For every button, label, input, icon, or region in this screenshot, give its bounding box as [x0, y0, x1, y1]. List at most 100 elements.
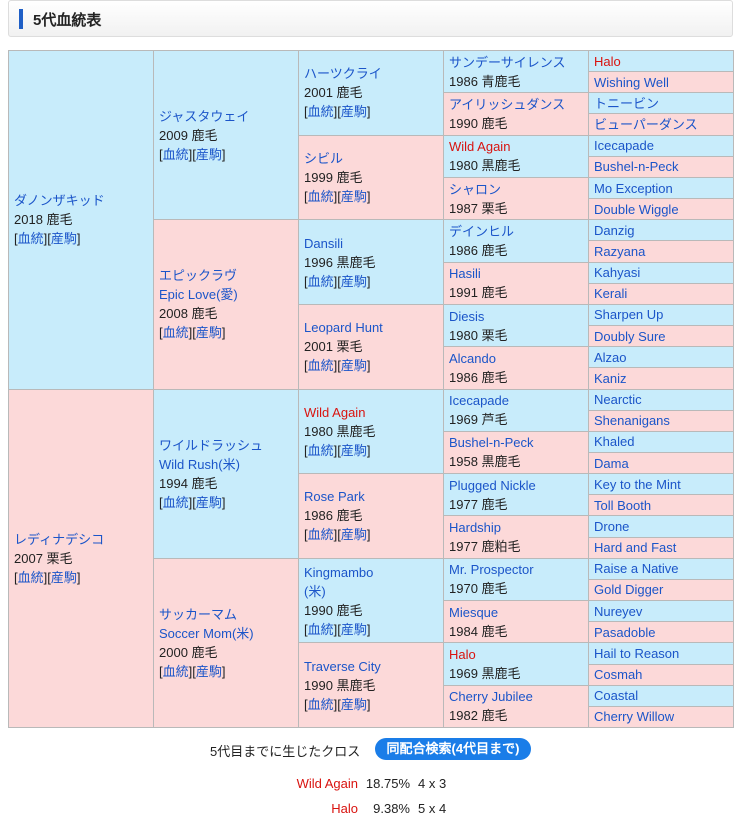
horse-name[interactable]: トニービン: [594, 95, 660, 111]
link[interactable]: 産駒: [195, 146, 222, 162]
horse-name[interactable]: Wild Again: [449, 139, 511, 155]
horse-name[interactable]: ワイルドラッシュ: [159, 437, 264, 453]
horse-name[interactable]: Gold Digger: [594, 582, 664, 598]
link[interactable]: 血統: [307, 621, 334, 637]
horse-name[interactable]: Key to the Mint: [594, 476, 681, 492]
horse-name[interactable]: Drone: [594, 519, 630, 535]
horse-name[interactable]: Doubly Sure: [594, 328, 666, 344]
link[interactable]: 産駒: [340, 104, 367, 120]
horse-name[interactable]: Cherry Willow: [594, 709, 675, 725]
horse-name-en[interactable]: Soccer Mom(米): [159, 625, 254, 641]
link[interactable]: 血統: [162, 494, 189, 510]
cross-name[interactable]: Wild Again: [296, 776, 358, 791]
link[interactable]: 血統: [162, 146, 189, 162]
link[interactable]: 産駒: [340, 527, 367, 543]
horse-name[interactable]: Kingmambo: [304, 564, 374, 580]
horse-name[interactable]: Bushel-n-Peck: [594, 159, 679, 175]
horse-name[interactable]: ジャスタウェイ: [159, 108, 250, 124]
horse-name[interactable]: Shenanigans: [594, 413, 670, 429]
horse-name[interactable]: アイリッシュダンス: [449, 96, 566, 112]
horse-name[interactable]: Rose Park: [304, 489, 365, 505]
horse-name[interactable]: Wild Again: [304, 404, 366, 420]
horse-name[interactable]: シャロン: [449, 181, 502, 197]
link[interactable]: 血統: [162, 325, 189, 341]
link[interactable]: 産駒: [50, 231, 77, 247]
horse-name[interactable]: Pasadoble: [594, 624, 656, 640]
horse-name[interactable]: Hail to Reason: [594, 645, 680, 661]
horse-name[interactable]: Cherry Jubilee: [449, 689, 533, 705]
horse-name[interactable]: Traverse City: [304, 658, 381, 674]
link[interactable]: 産駒: [340, 621, 367, 637]
horse-name[interactable]: Icecapade: [594, 138, 654, 154]
horse-name[interactable]: Cosmah: [594, 667, 643, 683]
horse-name[interactable]: デインヒル: [449, 223, 515, 239]
horse-name[interactable]: Wishing Well: [594, 74, 669, 90]
link[interactable]: 血統: [307, 696, 334, 712]
horse-name[interactable]: Sharpen Up: [594, 307, 664, 323]
horse-name[interactable]: ハーツクライ: [304, 66, 382, 82]
link[interactable]: 産駒: [195, 663, 222, 679]
horse-info: 1986 鹿毛: [449, 369, 508, 385]
horse-name[interactable]: Dansili: [304, 235, 344, 251]
horse-name[interactable]: Hasili: [449, 266, 481, 282]
horse-name[interactable]: サンデーサイレンス: [449, 54, 566, 70]
search-button[interactable]: 同配合検索(4代目まで): [375, 738, 531, 760]
horse-name[interactable]: Kahyasi: [594, 265, 641, 281]
horse-name-en[interactable]: (米): [304, 583, 326, 599]
horse-name[interactable]: Kaniz: [594, 370, 627, 386]
link[interactable]: 血統: [307, 273, 334, 289]
horse-name[interactable]: Mr. Prospector: [449, 562, 534, 578]
horse-name[interactable]: Icecapade: [449, 393, 509, 409]
horse-name[interactable]: Toll Booth: [594, 497, 652, 513]
horse-name[interactable]: Khaled: [594, 434, 635, 450]
link[interactable]: 産駒: [340, 188, 367, 204]
horse-name-en[interactable]: Epic Love(愛): [159, 287, 238, 303]
link[interactable]: 血統: [307, 188, 334, 204]
link[interactable]: 血統: [307, 358, 334, 374]
horse-name[interactable]: ビューパーダンス: [594, 117, 698, 133]
horse-name[interactable]: Alzao: [594, 349, 627, 365]
horse-name[interactable]: Alcando: [449, 350, 496, 366]
horse-name[interactable]: Nearctic: [594, 392, 642, 408]
link[interactable]: 血統: [17, 231, 44, 247]
horse-name[interactable]: Raise a Native: [594, 561, 679, 577]
link[interactable]: 産駒: [340, 358, 367, 374]
link[interactable]: 血統: [307, 442, 334, 458]
link[interactable]: 産駒: [340, 696, 367, 712]
horse-name[interactable]: ダノンザキッド: [14, 193, 105, 209]
horse-name[interactable]: エピックラヴ: [159, 268, 238, 284]
link[interactable]: 産駒: [50, 569, 77, 585]
horse-name[interactable]: シビル: [304, 150, 344, 166]
link[interactable]: 産駒: [195, 325, 222, 341]
horse-name[interactable]: Dama: [594, 455, 629, 471]
horse-name[interactable]: サッカーマム: [159, 606, 238, 622]
horse-name[interactable]: Halo: [449, 647, 476, 663]
link[interactable]: 産駒: [195, 494, 222, 510]
horse-name[interactable]: Nureyev: [594, 603, 643, 619]
horse-name[interactable]: Halo: [594, 53, 621, 69]
horse-info: 1969 芦毛: [449, 412, 508, 428]
horse-name[interactable]: Double Wiggle: [594, 201, 679, 217]
link[interactable]: 産駒: [340, 273, 367, 289]
horse-name[interactable]: Coastal: [594, 688, 639, 704]
horse-name-line: Traverse City: [304, 657, 438, 676]
horse-name[interactable]: Hardship: [449, 520, 502, 536]
horse-name[interactable]: Leopard Hunt: [304, 320, 383, 336]
horse-name[interactable]: Diesis: [449, 308, 485, 324]
horse-name[interactable]: Razyana: [594, 243, 646, 259]
horse-name[interactable]: Bushel-n-Peck: [449, 435, 534, 451]
link[interactable]: 血統: [307, 527, 334, 543]
horse-name[interactable]: Hard and Fast: [594, 540, 677, 556]
horse-name[interactable]: Mo Exception: [594, 180, 673, 196]
horse-name[interactable]: Miesque: [449, 604, 499, 620]
link[interactable]: 産駒: [340, 442, 367, 458]
horse-name[interactable]: レディナデシコ: [14, 531, 105, 547]
link[interactable]: 血統: [307, 104, 334, 120]
link[interactable]: 血統: [17, 569, 44, 585]
link[interactable]: 血統: [162, 663, 189, 679]
horse-name[interactable]: Kerali: [594, 286, 628, 302]
horse-name[interactable]: Danzig: [594, 222, 635, 238]
cross-name[interactable]: Halo: [331, 801, 358, 816]
horse-name-en[interactable]: Wild Rush(米): [159, 456, 240, 472]
horse-name[interactable]: Plugged Nickle: [449, 477, 536, 493]
